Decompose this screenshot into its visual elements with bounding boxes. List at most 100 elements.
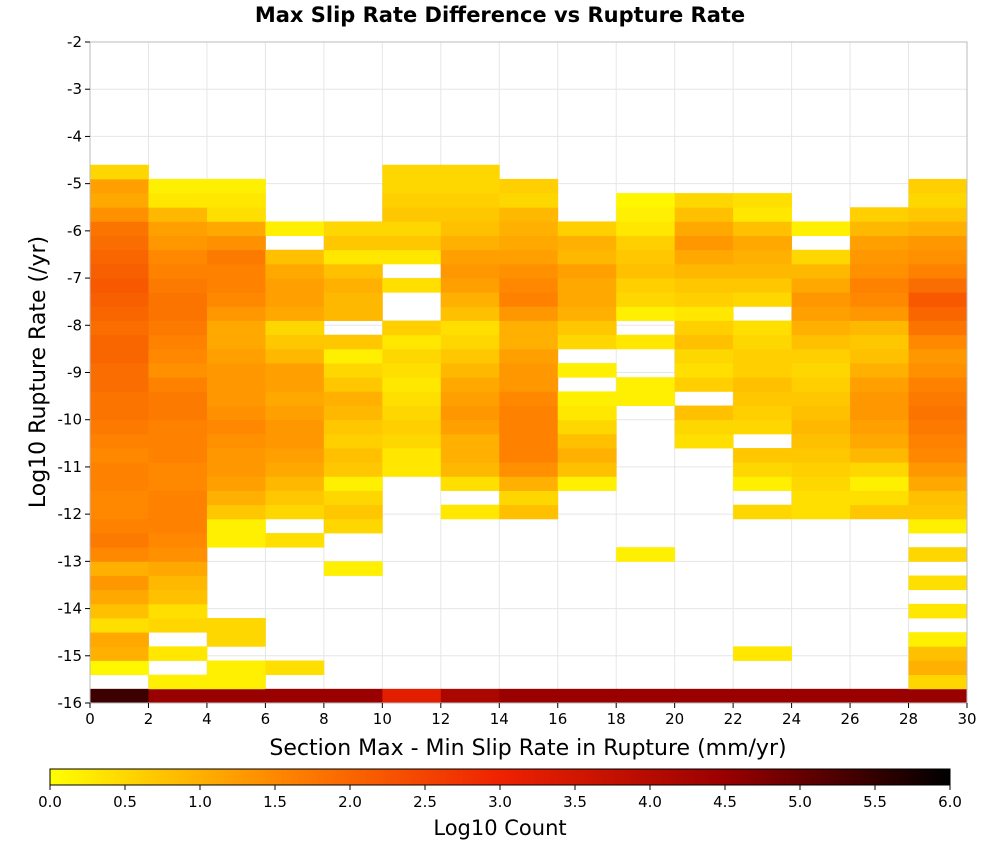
heatmap-cell bbox=[616, 221, 676, 236]
heatmap-cell bbox=[850, 320, 909, 336]
heatmap-cell bbox=[791, 391, 851, 406]
heatmap-cell bbox=[382, 334, 442, 350]
heatmap-cell bbox=[557, 363, 617, 378]
heatmap-cell bbox=[90, 476, 149, 491]
heatmap-cell bbox=[440, 462, 500, 477]
heatmap-cell bbox=[440, 476, 500, 491]
heatmap-cell bbox=[90, 490, 149, 506]
heatmap-cell bbox=[148, 278, 208, 293]
heatmap-cell bbox=[733, 391, 792, 406]
heatmap-cell bbox=[148, 178, 208, 194]
heatmap-cell bbox=[499, 193, 559, 208]
x-tick-label: 26 bbox=[841, 710, 860, 728]
heatmap-cell bbox=[733, 405, 792, 421]
heatmap-cell bbox=[265, 306, 325, 321]
heatmap-cell bbox=[382, 448, 442, 463]
y-tick-label: -3 bbox=[67, 80, 82, 98]
heatmap-cell bbox=[733, 504, 792, 520]
x-tick-label: 10 bbox=[373, 710, 392, 728]
heatmap-cell bbox=[90, 278, 149, 293]
heatmap-cell bbox=[674, 235, 734, 251]
heatmap-cell bbox=[557, 462, 617, 477]
heatmap-cell bbox=[148, 221, 208, 236]
heatmap-cell bbox=[557, 263, 617, 279]
heatmap-cell bbox=[440, 405, 500, 421]
heatmap-cell bbox=[90, 561, 149, 576]
colorbar-tick-label: 0.5 bbox=[113, 793, 137, 811]
heatmap-cell bbox=[265, 490, 325, 506]
heatmap-cell bbox=[148, 348, 208, 364]
heatmap-cell bbox=[440, 363, 500, 378]
colorbar-tick-label: 2.0 bbox=[338, 793, 362, 811]
heatmap-cell bbox=[265, 476, 325, 491]
heatmap-cell bbox=[850, 221, 909, 236]
heatmap-cell bbox=[908, 221, 968, 236]
heatmap-cell bbox=[90, 391, 149, 406]
heatmap-cell bbox=[440, 249, 500, 265]
heatmap-cell bbox=[791, 221, 851, 236]
heatmap-cell bbox=[148, 193, 208, 208]
heatmap-cell bbox=[206, 249, 266, 265]
heatmap-cell bbox=[90, 306, 149, 321]
heatmap-cell bbox=[791, 476, 851, 491]
heatmap-cell bbox=[733, 363, 792, 378]
colorbar-tick-label: 6.0 bbox=[938, 793, 962, 811]
heatmap-cell bbox=[616, 334, 676, 350]
colorbar-tick-label: 5.0 bbox=[788, 793, 812, 811]
heatmap-cell bbox=[148, 618, 208, 633]
x-tick-label: 12 bbox=[431, 710, 450, 728]
heatmap-cell bbox=[148, 334, 208, 350]
heatmap-cell bbox=[382, 391, 442, 406]
heatmap-cell bbox=[206, 377, 266, 392]
heatmap-cell bbox=[148, 207, 208, 222]
heatmap-cell bbox=[499, 377, 559, 392]
heatmap-cell bbox=[382, 688, 442, 704]
heatmap-cell bbox=[148, 575, 208, 591]
heatmap-cell bbox=[557, 433, 617, 449]
heatmap-cell bbox=[323, 235, 383, 251]
heatmap-cell bbox=[265, 249, 325, 265]
y-tick-label: -2 bbox=[67, 33, 82, 51]
heatmap-cell bbox=[499, 306, 559, 321]
heatmap-cell bbox=[323, 391, 383, 406]
heatmap-cell bbox=[499, 363, 559, 378]
heatmap-cell bbox=[908, 306, 968, 321]
heatmap-cell bbox=[382, 462, 442, 477]
heatmap-cell bbox=[908, 490, 968, 506]
heatmap-cell bbox=[908, 504, 968, 520]
heatmap-cell bbox=[674, 419, 734, 435]
y-tick-label: -13 bbox=[58, 552, 83, 570]
heatmap-cell bbox=[148, 646, 208, 661]
heatmap-cell bbox=[733, 476, 792, 491]
heatmap-cell bbox=[791, 490, 851, 506]
heatmap-cell bbox=[850, 391, 909, 406]
heatmap-cell bbox=[323, 419, 383, 435]
heatmap-cell bbox=[148, 320, 208, 336]
heatmap-cell bbox=[616, 292, 676, 307]
y-tick-label: -15 bbox=[58, 647, 83, 665]
heatmap-cell bbox=[733, 419, 792, 435]
colorbar-tick-label: 3.5 bbox=[563, 793, 587, 811]
heatmap-cell bbox=[148, 419, 208, 435]
heatmap-cell bbox=[908, 575, 968, 591]
heatmap-cell bbox=[733, 221, 792, 236]
heatmap-cell bbox=[440, 235, 500, 251]
x-tick-label: 22 bbox=[724, 710, 743, 728]
heatmap-cell bbox=[616, 235, 676, 251]
heatmap-cell bbox=[90, 589, 149, 605]
heatmap-cell bbox=[265, 688, 325, 704]
heatmap-cell bbox=[616, 391, 676, 406]
heatmap-cell bbox=[557, 391, 617, 406]
heatmap-cell bbox=[499, 278, 559, 293]
x-tick-label: 4 bbox=[202, 710, 212, 728]
heatmap-cell bbox=[382, 164, 442, 180]
heatmap-cell bbox=[908, 518, 968, 534]
heatmap-cell bbox=[674, 278, 734, 293]
heatmap-cell bbox=[206, 433, 266, 449]
heatmap-cell bbox=[850, 292, 909, 307]
heatmap-cell bbox=[908, 476, 968, 491]
heatmap-cell bbox=[440, 221, 500, 236]
x-tick-label: 20 bbox=[665, 710, 684, 728]
heatmap-cell bbox=[148, 292, 208, 307]
heatmap-cell bbox=[850, 490, 909, 506]
